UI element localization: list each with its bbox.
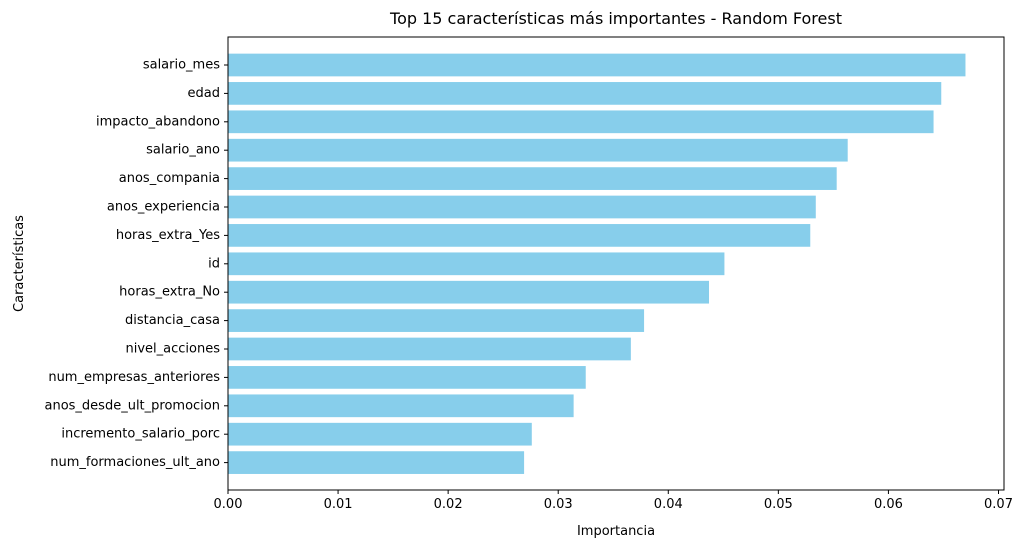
bar-anos_compania — [228, 167, 837, 190]
x-tick-label: 0.00 — [214, 497, 243, 512]
y-tick-label: anos_desde_ult_promocion — [45, 398, 221, 413]
y-tick-label: salario_ano — [146, 143, 220, 158]
bar-distancia_casa — [228, 309, 645, 332]
y-tick-label: salario_mes — [143, 58, 220, 73]
x-tick-label: 0.06 — [874, 497, 903, 512]
y-tick-label: impacto_abandono — [96, 114, 220, 129]
chart-title: Top 15 características más importantes -… — [389, 9, 842, 28]
plot-frame — [227, 36, 1005, 491]
bar-anos_desde_ult_promocion — [228, 394, 574, 418]
bar-nivel_acciones — [228, 337, 631, 361]
x-tick-label: 0.04 — [654, 497, 683, 512]
bars-layer — [228, 53, 966, 474]
x-tick-label: 0.03 — [544, 497, 573, 512]
bar-incremento_salario_porc — [228, 422, 532, 446]
bar-anos_experiencia — [228, 195, 816, 219]
x-tick-label: 0.01 — [324, 497, 353, 512]
x-tick-label: 0.05 — [764, 497, 793, 512]
y-tick-label: id — [208, 256, 220, 271]
y-axis-label: Características — [12, 215, 27, 312]
y-tick-label: incremento_salario_porc — [61, 427, 220, 442]
bar-id — [228, 252, 725, 276]
x-ticks-layer: 0.00 0.01 0.02 0.03 0.04 0.05 0.06 0.07 — [214, 490, 1013, 512]
y-tick-label: nivel_acciones — [126, 342, 221, 357]
y-tick-label: horas_extra_Yes — [116, 228, 220, 243]
bar-horas_extra_Yes — [228, 224, 811, 247]
bar-impacto_abandono — [228, 110, 934, 134]
bar-salario_mes — [228, 53, 966, 77]
y-tick-label: anos_compania — [119, 171, 220, 186]
x-tick-label: 0.02 — [434, 497, 463, 512]
y-tick-label: distancia_casa — [125, 313, 220, 328]
bar-salario_ano — [228, 138, 848, 162]
y-tick-label: anos_experiencia — [107, 200, 220, 215]
bar-edad — [228, 82, 942, 105]
bar-horas_extra_No — [228, 280, 710, 304]
bar-num_empresas_anteriores — [228, 366, 586, 389]
y-tick-label: num_formaciones_ult_ano — [50, 455, 220, 470]
bar-num_formaciones_ult_ano — [228, 451, 525, 474]
y-tick-label: num_empresas_anteriores — [48, 370, 220, 385]
x-tick-label: 0.07 — [984, 497, 1013, 512]
y-tick-label: edad — [188, 86, 220, 101]
x-axis-label: Importancia — [577, 524, 655, 539]
y-tick-label: horas_extra_No — [119, 285, 220, 300]
